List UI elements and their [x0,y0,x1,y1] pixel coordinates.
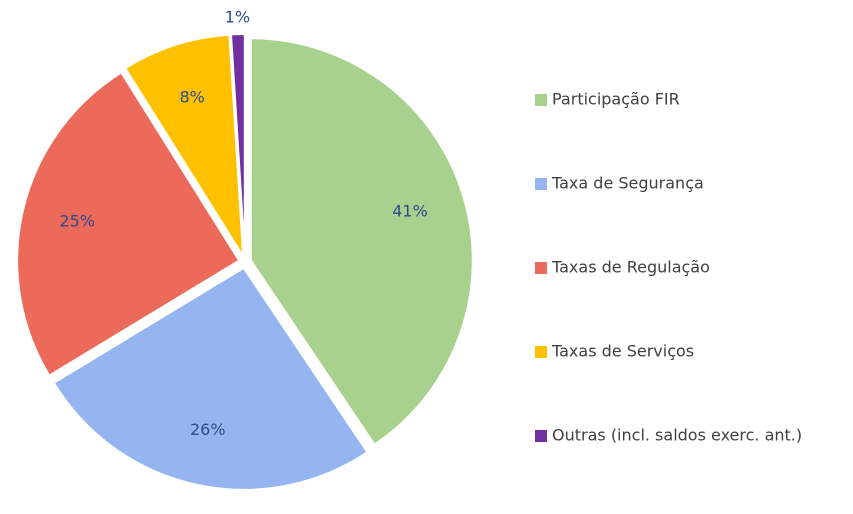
legend-swatch [535,430,547,442]
data-label: 26% [190,420,226,439]
legend-swatch [535,94,547,106]
pie-slice [52,266,369,491]
data-label: 1% [225,8,250,27]
legend-label: Participação FIR [552,90,680,109]
data-label: 8% [180,87,205,106]
legend-label: Taxas de Serviços [551,342,694,361]
legend-label: Taxa de Segurança [551,174,704,193]
pie-slice [229,33,246,257]
legend-swatch [535,346,547,358]
legend-label: Outras (incl. saldos exerc. ant.) [552,426,802,445]
legend-swatch [535,262,547,274]
data-label: 41% [392,201,428,220]
pie-slice [249,37,474,446]
pie-slice [16,71,241,377]
legend-label: Taxas de Regulação [551,258,710,277]
legend-swatch [535,178,547,190]
data-label: 25% [59,212,95,231]
pie-slice [123,33,245,257]
